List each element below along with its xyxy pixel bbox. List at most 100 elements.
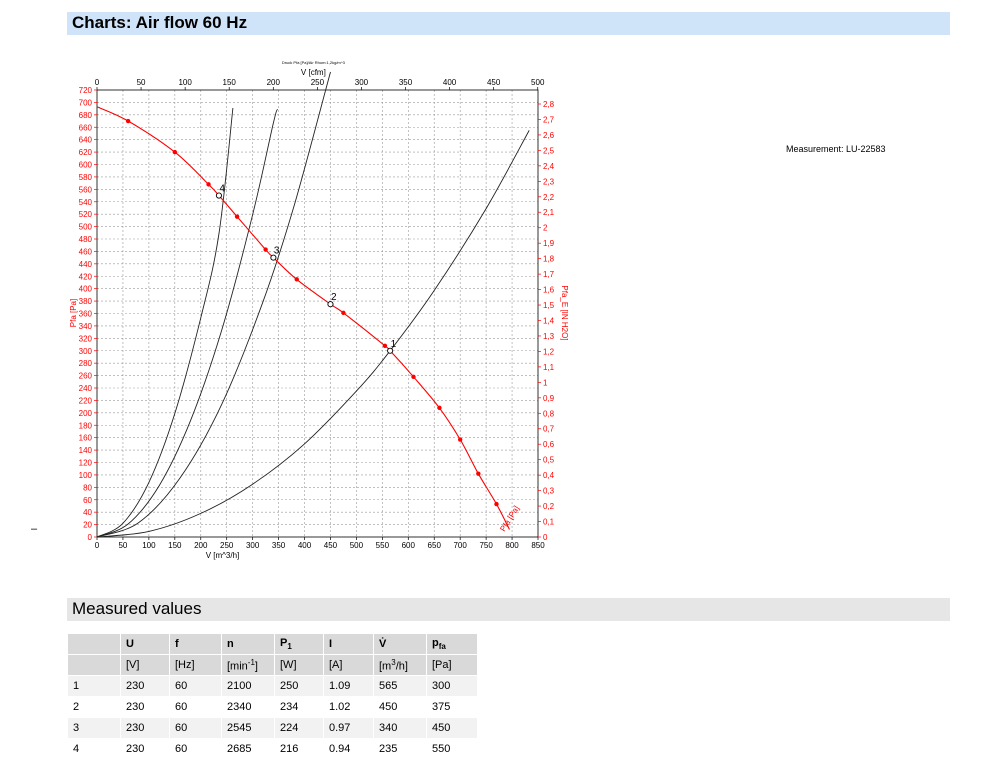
y-tick-label: 0 — [88, 533, 93, 542]
fan-curve-point — [457, 437, 463, 442]
unit-cell: [min-1] — [222, 655, 274, 675]
x-tick-label: 500 — [350, 541, 364, 550]
y-tick-label: 480 — [79, 235, 93, 244]
header-cell: U — [121, 634, 169, 654]
y-tick-label: 320 — [79, 334, 93, 343]
fan-curve-point — [206, 182, 211, 187]
y2-tick-label: 0,2 — [543, 502, 555, 511]
fan-curve-point — [437, 405, 442, 411]
system-curve-4 — [96, 130, 530, 538]
table-cell: 300 — [427, 676, 477, 696]
table-cell: 60 — [170, 718, 221, 738]
table-cell: 230 — [121, 739, 169, 759]
y-tick-label: 340 — [79, 322, 93, 331]
airflow-chart: 0 50 100 150 200 250 300 350 400 450 500 550 600 650 7… — [69, 60, 569, 560]
table-cell: 0.97 — [324, 718, 373, 738]
y-tick-label: 20 — [83, 521, 92, 530]
unit-cell: [V] — [121, 655, 169, 675]
y-tick-label: 160 — [79, 434, 93, 443]
header-cell: P1 — [275, 634, 323, 654]
x-tick-label: 750 — [479, 541, 493, 550]
y-tick-label: 600 — [79, 161, 93, 170]
table-cell: 230 — [121, 697, 169, 717]
y2-tick-label: 0,3 — [543, 487, 555, 496]
x-tick-label: 200 — [194, 541, 208, 550]
y2-tick-label: 1,6 — [543, 286, 555, 295]
x-tick-label: 50 — [118, 541, 127, 550]
x-tick-label: 150 — [168, 541, 182, 550]
fan-curve-point — [263, 247, 268, 252]
table-cell: 60 — [170, 739, 221, 759]
y2-tick-label: 1,3 — [543, 332, 555, 341]
operating-point — [327, 301, 334, 308]
y2-tick-label: 2,2 — [543, 193, 555, 202]
table-cell: 0.94 — [324, 739, 373, 759]
y2-tick-label: 1,8 — [543, 255, 555, 264]
unit-cell: [m3/h] — [374, 655, 426, 675]
y-tick-label: 680 — [79, 111, 93, 120]
header-cell: I — [324, 634, 373, 654]
y2-tick-label: 0,7 — [543, 425, 555, 434]
fan-curve-point — [125, 118, 131, 124]
y-tick-label: 260 — [79, 372, 93, 381]
operating-point — [387, 347, 394, 354]
header-cell: n — [222, 634, 274, 654]
table-row: 4 230 60 2685 216 0.94 235 550 — [68, 739, 477, 759]
y2-tick-label: 0,6 — [543, 440, 555, 449]
table-cell: 3 — [68, 718, 120, 738]
header-cell: f — [170, 634, 221, 654]
unit-cell: [Pa] — [427, 655, 477, 675]
operating-point-label: 4 — [219, 184, 225, 195]
operating-point-label: 2 — [331, 292, 337, 303]
charts-title: Charts: Air flow 60 Hz — [72, 13, 248, 32]
table-cell: 1.02 — [324, 697, 373, 717]
table-cell: 250 — [275, 676, 323, 696]
fan-curve-point — [382, 343, 388, 348]
y-tick-label: 420 — [79, 272, 93, 281]
y2-tick-label: 2,5 — [543, 146, 555, 155]
y2-tick-label: 2,3 — [543, 177, 555, 186]
y2-tick-label: 0,8 — [543, 409, 555, 418]
table-cell: 224 — [275, 718, 323, 738]
table-cell: 375 — [427, 697, 477, 717]
y-tick-label: 220 — [79, 396, 93, 405]
x2-tick-label: 50 — [137, 78, 146, 87]
y2-tick-label: 0,1 — [543, 518, 555, 527]
y2-tick-label: 1,9 — [543, 239, 555, 248]
x-tick-label: 600 — [402, 541, 416, 550]
dash-mark: – — [31, 523, 38, 535]
fan-curve-point — [294, 277, 299, 282]
y2-tick-label: 1,7 — [543, 270, 555, 279]
y-tick-label: 540 — [79, 198, 93, 207]
fan-curve-point — [172, 149, 178, 155]
x-tick-label: 250 — [220, 541, 234, 550]
y-tick-label: 660 — [79, 123, 93, 132]
measured-title: Measured values — [72, 599, 202, 618]
x-tick-label: 800 — [505, 541, 519, 550]
y-tick-label: 100 — [79, 471, 93, 480]
table-row: 3 230 60 2545 224 0.97 340 450 — [68, 718, 477, 738]
table-row: 1 230 60 2100 250 1.09 565 300 — [68, 676, 477, 696]
table-cell: 340 — [374, 718, 426, 738]
y-tick-label: 520 — [79, 210, 93, 219]
operating-point — [215, 192, 222, 199]
x-tick-label: 700 — [453, 541, 467, 550]
x-tick-label: 400 — [298, 541, 312, 550]
system-curve-2 — [96, 109, 279, 538]
x-tick-label: 650 — [428, 541, 442, 550]
fan-curve-point — [476, 471, 481, 476]
table-cell: 230 — [121, 676, 169, 696]
header-cell: V̇ — [374, 634, 426, 654]
table-cell: 2685 — [222, 739, 274, 759]
y-tick-label: 620 — [79, 148, 93, 157]
operating-point-label: 3 — [274, 246, 280, 257]
x2-tick-label: 250 — [311, 78, 325, 87]
x2-tick-label: 350 — [399, 78, 413, 87]
fan-curve-line — [96, 106, 510, 530]
fan-curve-point — [234, 214, 240, 219]
y2-tick-label: 1 — [543, 378, 548, 387]
table-unit-row: [V] [Hz] [min-1] [W] [A] [m3/h] [Pa] — [68, 655, 477, 675]
x2-tick-label: 300 — [355, 78, 369, 87]
